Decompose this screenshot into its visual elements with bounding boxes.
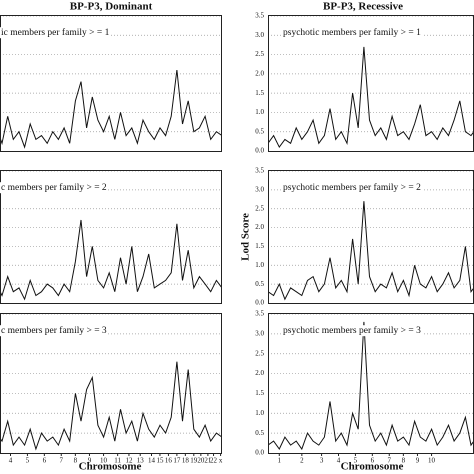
y-tick-label: 1.5 [255, 89, 264, 97]
y-tick-label: 0.5 [255, 280, 264, 288]
panel: 0.0 0.5 1.0 1.5 2.0 2.5 3.0 3.5 1 2 3 4 5 6 7 8 9 10 Chrom… [255, 310, 474, 473]
lod-trace [0, 361, 222, 451]
annotation: psychotic members per family > = 2 [283, 182, 421, 193]
y-tick-label: 0.5 [255, 429, 264, 437]
x-tick-label: 14 [148, 457, 156, 465]
y-tick-label: 1.0 [255, 409, 264, 417]
annotation-bg [0, 325, 108, 337]
panel: 0.0 0.5 1.0 1.5 2.0 2.5 3.0 3.5 Lod Score psychot… [240, 167, 474, 307]
y-tick-label: 3.5 [255, 310, 264, 318]
x-tick-label: 7 [60, 457, 64, 465]
y-axis-label: Lod Score [240, 213, 252, 261]
lod-trace [0, 69, 222, 149]
x-tick-label: 10 [100, 457, 108, 465]
x-tick-label: 9 [88, 457, 92, 465]
y-tick-label: 2.0 [255, 369, 264, 377]
x-tick-label: 1 [278, 457, 282, 465]
annotation: c members per family > = 3 [1, 325, 107, 336]
x-tick-label: 18 [182, 457, 190, 465]
y-tick-label: 3.5 [255, 167, 264, 175]
lod-trace [268, 321, 474, 451]
annotation: psychotic members per family > = 3 [283, 325, 421, 336]
x-tick-label: 11 [114, 457, 121, 465]
y-tick-label: 3.0 [255, 185, 264, 193]
x-tick-label: 6 [371, 457, 375, 465]
x-tick-label: 16 [165, 457, 173, 465]
annotation-bg [282, 325, 423, 337]
x-tick-label: 8 [402, 457, 406, 465]
x-tick-label: 22 [210, 457, 218, 465]
y-tick-label: 0.0 [255, 147, 264, 155]
x-tick-label: 5 [26, 457, 30, 465]
panel-title: BP-P3, Dominant [70, 1, 153, 13]
panel: BP-P3, Dominant ic members per family > =… [0, 1, 222, 152]
y-tick-label: 2.0 [255, 223, 264, 231]
annotation: psychotic members per family > = 1 [283, 27, 421, 38]
x-tick-label: x [219, 457, 223, 465]
annotation-bg [282, 27, 423, 39]
panel-frame [0, 170, 222, 304]
y-tick-label: 3.5 [255, 12, 264, 20]
x-axis-label: Chromosome [341, 461, 404, 473]
x-tick-label: 6 [43, 457, 47, 465]
lod-trace [0, 219, 222, 301]
lod-trace [268, 46, 474, 149]
annotation: c members per family > = 2 [1, 182, 107, 193]
x-tick-label: 20 [197, 457, 205, 465]
x-tick-label: 4 [9, 457, 13, 465]
panel: BP-P3, Recessive 0.0 0.5 1.0 1.5 2.0 2.5 3.0 3.5… [255, 1, 474, 155]
x-tick-label: 2 [300, 457, 304, 465]
panel: c members per family > = 2 [0, 170, 222, 304]
y-tick-label: 2.5 [255, 349, 264, 357]
x-tick-label: 12 [125, 457, 133, 465]
y-tick-label: 1.5 [255, 242, 264, 250]
y-tick-label: 0.0 [255, 299, 264, 307]
x-tick-label: 5 [354, 457, 358, 465]
y-tick-label: 0.5 [255, 127, 264, 135]
x-tick-label: 19 [190, 457, 198, 465]
panel-title: BP-P3, Recessive [323, 1, 403, 13]
y-tick-label: 2.5 [255, 204, 264, 212]
y-tick-label: 3.0 [255, 31, 264, 39]
x-tick-label: 13 [137, 457, 145, 465]
x-tick-label: 21 [204, 457, 212, 465]
annotation-bg [282, 182, 423, 194]
annotation: ic members per family > = 1 [1, 27, 110, 38]
x-tick-label: 17 [173, 457, 181, 465]
x-tick-label: 4 [337, 457, 341, 465]
x-tick-label: 15 [156, 457, 164, 465]
x-tick-label: 8 [74, 457, 78, 465]
y-tick-label: 2.5 [255, 50, 264, 58]
panel-frame [0, 313, 222, 454]
panel-frame [0, 15, 222, 152]
y-tick-label: 1.0 [255, 108, 264, 116]
y-tick-label: 0.0 [255, 449, 264, 457]
y-tick-label: 2.0 [255, 69, 264, 77]
y-tick-label: 1.0 [255, 261, 264, 269]
x-tick-label: 7 [388, 457, 392, 465]
annotation-bg [0, 27, 111, 39]
x-tick-label: 3 [320, 457, 324, 465]
x-tick-label: 10 [428, 457, 436, 465]
x-axis-label: Chromosome [79, 461, 142, 473]
y-tick-label: 3.0 [255, 329, 264, 337]
lod-trace [268, 201, 474, 301]
y-tick-label: 1.5 [255, 389, 264, 397]
x-tick-label: 9 [416, 457, 420, 465]
annotation-bg [0, 182, 108, 194]
